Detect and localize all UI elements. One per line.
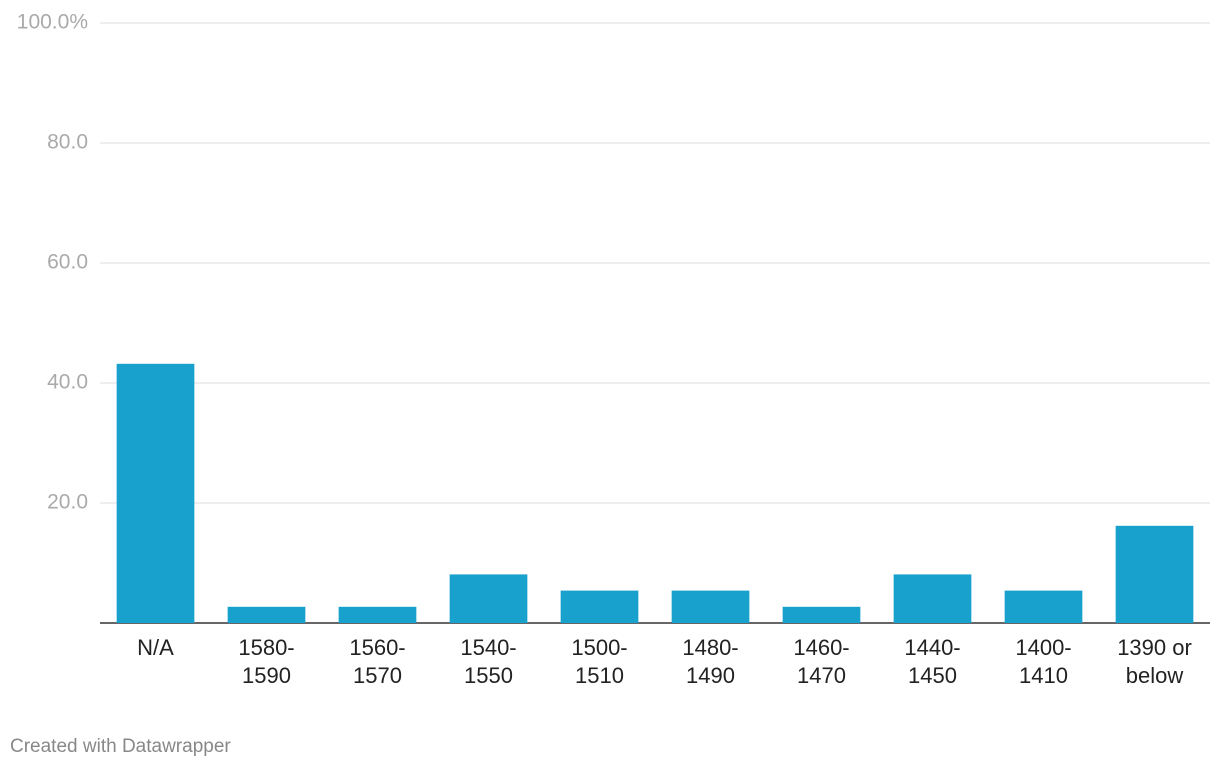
bar xyxy=(1004,590,1083,623)
bar xyxy=(671,590,750,623)
bar xyxy=(449,574,528,623)
bar xyxy=(1115,525,1194,623)
x-tick-label: 1400-1410 xyxy=(1015,635,1072,688)
bar xyxy=(560,590,639,623)
bar xyxy=(227,606,306,623)
x-tick-label: 1500-1510 xyxy=(571,635,628,688)
y-tick-label: 80.0 xyxy=(47,131,88,154)
y-tick-label: 60.0 xyxy=(47,251,88,274)
x-tick-label: N/A xyxy=(137,635,174,660)
y-tick-label: 100.0% xyxy=(17,11,88,34)
bar xyxy=(338,606,417,623)
x-tick-label: 1540-1550 xyxy=(460,635,517,688)
x-tick-label: 1460-1470 xyxy=(793,635,850,688)
x-tick-label: 1480-1490 xyxy=(682,635,739,688)
bar xyxy=(782,606,861,623)
x-tick-label: 1440-1450 xyxy=(904,635,961,688)
y-tick-label: 20.0 xyxy=(47,491,88,514)
bar xyxy=(116,363,195,623)
x-tick-label: 1560-1570 xyxy=(349,635,406,688)
y-tick-label: 40.0 xyxy=(47,371,88,394)
x-tick-label: 1580-1590 xyxy=(238,635,295,688)
x-tick-label: 1390 or below xyxy=(1117,635,1192,688)
bar xyxy=(893,574,972,623)
footer: Created with Datawrapper xyxy=(10,736,231,757)
